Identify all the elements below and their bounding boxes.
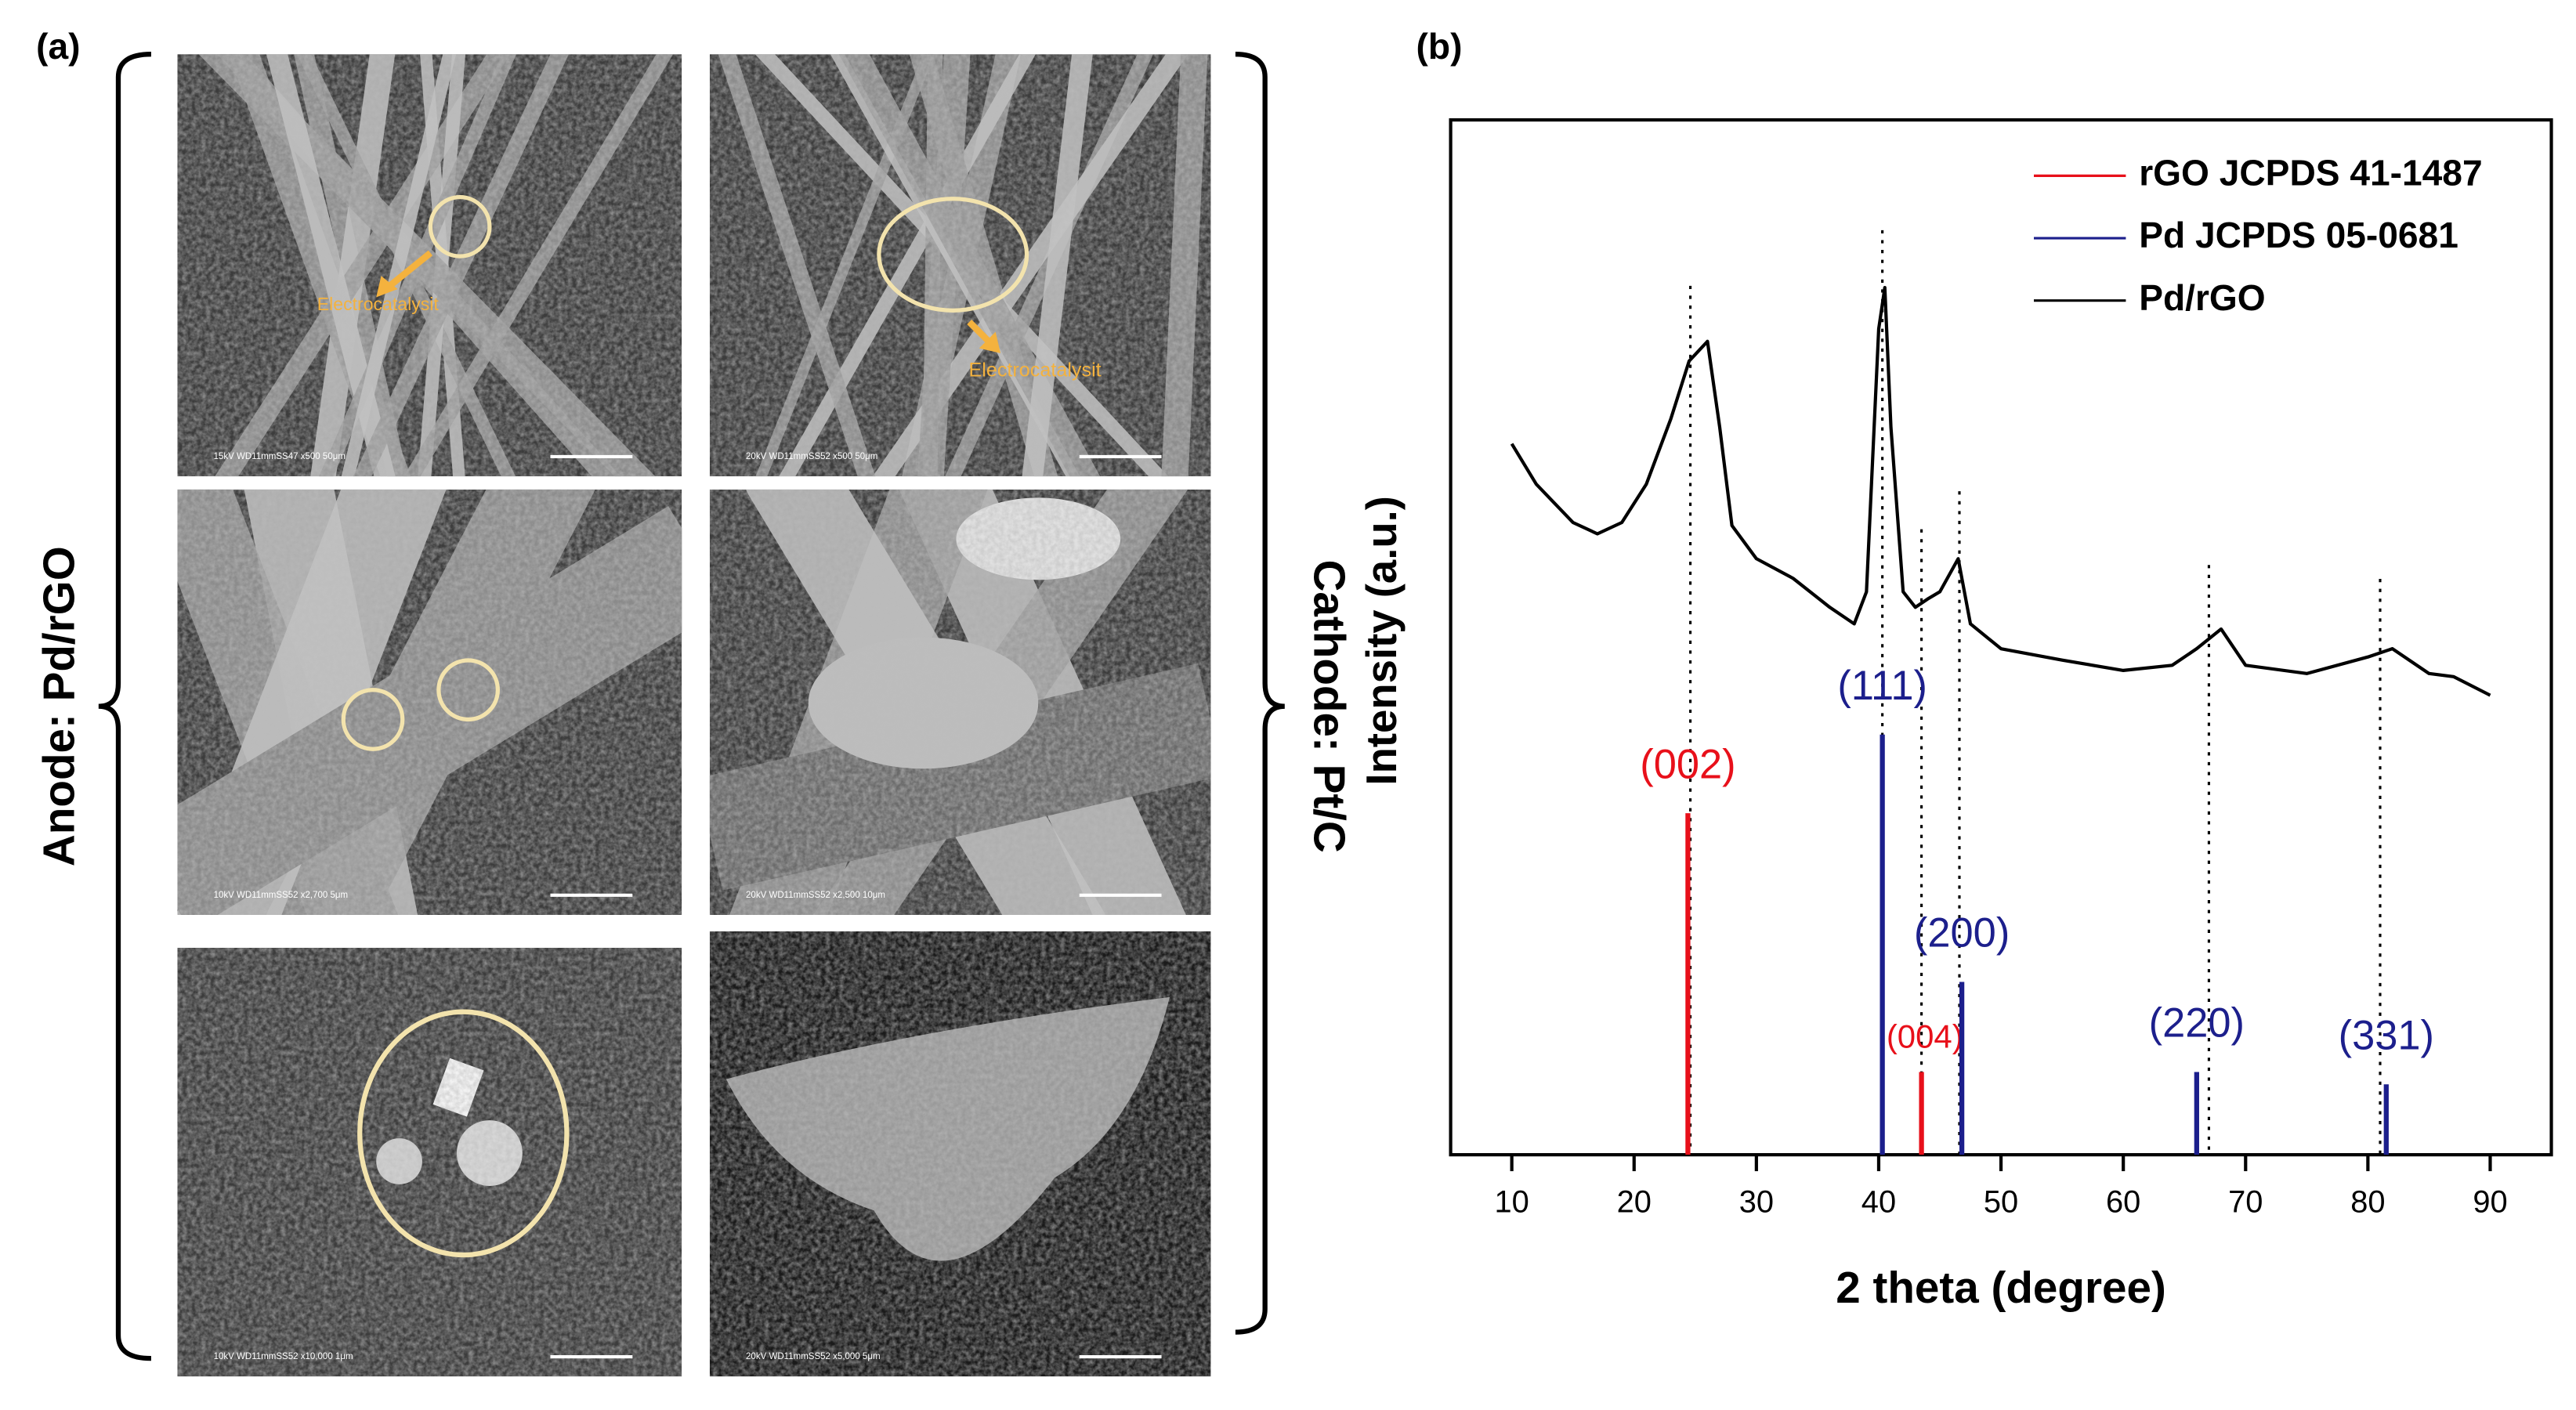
sem-caption: 20kV WD11mmSS52 x5,000 5μm <box>746 1352 881 1361</box>
x-tick-label: 70 <box>2228 1185 2263 1220</box>
x-axis-title: 2 theta (degree) <box>1836 1263 2166 1312</box>
cathode-label: Cathode: Pt/C <box>1304 560 1354 853</box>
legend-label: rGO JCPDS 41-1487 <box>2139 153 2482 193</box>
sem-image: 20kV WD11mmSS52 x500 50μm <box>709 54 1211 477</box>
peak-label: (111) <box>1837 663 1927 709</box>
anode-label: Anode: Pd/rGO <box>34 546 84 866</box>
highlight-circle <box>877 197 1029 313</box>
plot-frame <box>1449 118 2553 1157</box>
x-tick-label: 10 <box>1494 1185 1529 1220</box>
sem-grain <box>177 489 682 915</box>
sem-image: 10kV WD11mmSS52 x2,700 5μm <box>177 489 682 915</box>
sem-caption: 20kV WD11mmSS52 x2,500 10μm <box>746 891 885 900</box>
sem-image: 15kV WD11mmSS47 x500 50μm <box>177 54 682 477</box>
highlight-circle <box>341 688 405 751</box>
peak-label: (004) <box>1887 1018 1963 1055</box>
sem-image: 20kV WD11mmSS52 x2,500 10μm <box>709 489 1211 915</box>
sem-caption: 15kV WD11mmSS47 x500 50μm <box>214 452 346 461</box>
sem-caption: 10kV WD11mmSS52 x10,000 1μm <box>214 1352 353 1361</box>
sem-grain <box>177 54 682 477</box>
panel-label: (a) <box>36 26 80 67</box>
plot-area: 10 20 30 40 50 60 70 80 90 (002) (004) (111) (200) (2… <box>1494 153 2507 1220</box>
legend-label: Pd/rGO <box>2139 277 2265 318</box>
x-tick-label: 80 <box>2350 1185 2385 1220</box>
peak-label: (002) <box>1640 742 1735 787</box>
peak-label: (331) <box>2339 1013 2434 1058</box>
x-tick-label: 60 <box>2106 1185 2140 1220</box>
x-tick-label: 90 <box>2473 1185 2507 1220</box>
annotation: Electrocatalysit <box>317 294 440 314</box>
sem-grain <box>177 947 682 1377</box>
highlight-circle <box>357 1009 570 1258</box>
arrow-head <box>979 331 1001 353</box>
sem-content <box>709 54 1211 477</box>
line-series <box>1510 285 2491 697</box>
arrow <box>967 320 992 345</box>
annotation: Electrocatalysit <box>968 360 1101 381</box>
arrow <box>385 250 433 291</box>
panel-label: (b) <box>1416 26 1463 67</box>
arrow-head <box>376 276 398 298</box>
sem-caption: 10kV WD11mmSS52 x2,700 5μm <box>214 891 349 900</box>
sem-caption: 20kV WD11mmSS52 x500 50μm <box>746 452 877 461</box>
sem-grain <box>709 931 1211 1377</box>
sem-content <box>177 947 682 1377</box>
x-tick-label: 20 <box>1617 1185 1652 1220</box>
sem-grain <box>709 489 1211 915</box>
sem-content <box>177 489 682 915</box>
peak-label: (220) <box>2149 1001 2245 1047</box>
sem-content <box>709 489 1211 915</box>
sem-content <box>709 931 1211 1377</box>
x-tick-label: 50 <box>1984 1185 2018 1220</box>
legend-label: Pd JCPDS 05-0681 <box>2139 215 2458 255</box>
sem-grain <box>709 54 1211 477</box>
highlight-circle <box>428 195 492 258</box>
x-tick-label: 40 <box>1861 1185 1896 1220</box>
sem-content <box>177 54 682 477</box>
sem-image: 20kV WD11mmSS52 x5,000 5μm <box>709 931 1211 1377</box>
sem-images: 15kV WD11mmSS47 x500 50μm 20kV WD11mmSS52… <box>177 54 1211 1377</box>
right-bracket <box>1235 52 1286 1335</box>
highlight-circle <box>436 658 501 722</box>
x-tick-label: 30 <box>1739 1185 1774 1220</box>
left-bracket <box>98 52 151 1361</box>
y-axis-title: Intensity (a.u.) <box>1358 496 1406 786</box>
sem-image: 10kV WD11mmSS52 x10,000 1μm <box>177 947 682 1377</box>
peak-label: (200) <box>1914 911 2010 956</box>
